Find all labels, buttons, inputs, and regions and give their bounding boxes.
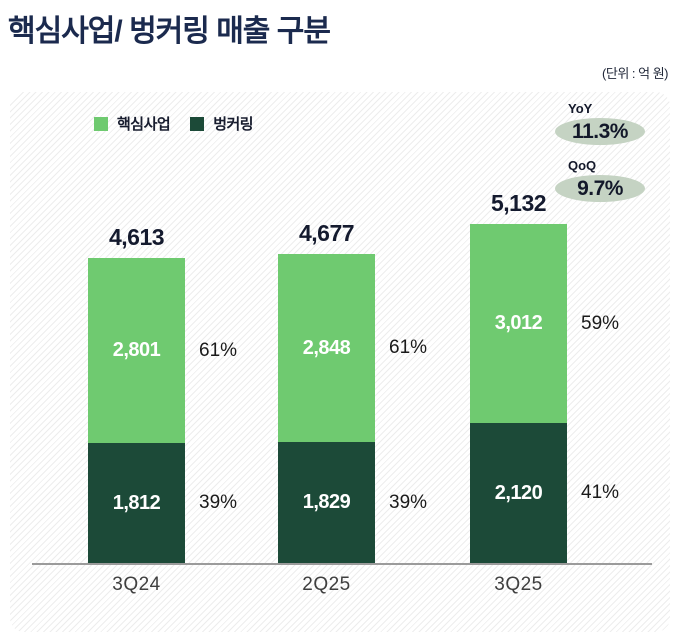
- bar-group-3q25: 5,132 3,012 59% 2,120 41% 3Q25: [470, 190, 619, 595]
- bar-total-label: 4,677: [298, 220, 355, 246]
- plot-area: 4,613 2,801 61% 1,812 39% 3Q24 4,677 2,8…: [32, 92, 652, 595]
- segment-core-business: 2,848 61%: [278, 254, 427, 442]
- qoq-badge: QoQ 9.7%: [555, 158, 647, 202]
- segment-value-label: 2,801: [112, 339, 161, 361]
- core-business-swatch-icon: [94, 116, 108, 131]
- bar-group-3q24: 4,613 2,801 61% 1,812 39% 3Q24: [88, 224, 237, 595]
- segment-share-label: 61%: [389, 337, 428, 358]
- yoy-badge-label: YoY: [568, 101, 593, 116]
- category-label: 3Q24: [112, 574, 161, 595]
- segment-core-business: 3,012 59%: [470, 224, 619, 423]
- segment-bunkering: 1,812 39%: [88, 443, 237, 563]
- chart-card: 핵심사업 벙커링 YoY 11.3% QoQ 9.7% 4,613 2,801 …: [10, 92, 670, 632]
- segment-share-label: 59%: [581, 312, 620, 334]
- bar-total-label: 4,613: [108, 224, 165, 250]
- legend-label-core-business: 핵심사업: [117, 116, 171, 133]
- segment-core-business: 2,801 61%: [88, 258, 237, 443]
- legend-item-bunkering: 벙커링: [190, 113, 254, 134]
- segment-value-label: 2,848: [302, 336, 351, 359]
- bunkering-swatch-icon: [190, 116, 205, 131]
- segment-share-label: 61%: [199, 339, 238, 361]
- qoq-badge-value: 9.7%: [555, 175, 645, 202]
- yoy-badge-value: 11.3%: [555, 118, 645, 145]
- page-title: 핵심사업/ 벙커링 매출 구분: [8, 15, 331, 48]
- segment-share-label: 39%: [389, 491, 428, 513]
- segment-share-label: 41%: [581, 482, 620, 503]
- segment-bunkering: 1,829 39%: [278, 442, 427, 563]
- segment-value-label: 2,120: [494, 481, 543, 504]
- segment-bunkering: 2,120 41%: [470, 423, 619, 563]
- legend-item-core-business: 핵심사업: [94, 113, 171, 134]
- segment-share-label: 39%: [199, 492, 238, 513]
- category-label: 3Q25: [494, 574, 543, 595]
- segment-value-label: 1,829: [302, 491, 351, 513]
- segment-value-label: 1,812: [112, 491, 161, 514]
- qoq-badge-label: QoQ: [568, 158, 597, 173]
- unit-label: (단위 : 억 원): [602, 66, 668, 81]
- bar-group-2q25: 4,677 2,848 61% 1,829 39% 2Q25: [278, 220, 427, 595]
- category-label: 2Q25: [302, 574, 351, 595]
- bar-total-label: 5,132: [490, 190, 547, 216]
- chart-legend: 핵심사업 벙커링: [94, 113, 254, 134]
- segment-value-label: 3,012: [494, 312, 543, 334]
- legend-label-bunkering: 벙커링: [213, 116, 254, 133]
- yoy-badge: YoY 11.3%: [555, 101, 647, 145]
